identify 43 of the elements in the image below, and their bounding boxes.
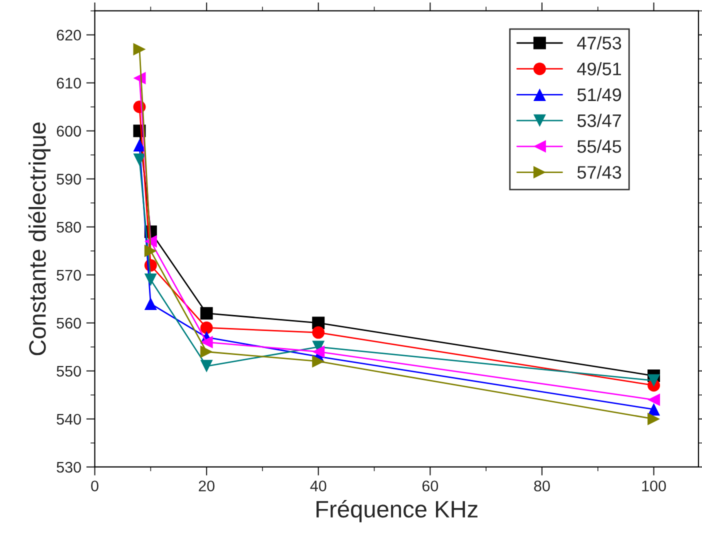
point bbox=[312, 326, 325, 339]
x-tick-label: 80 bbox=[534, 480, 550, 492]
y-tick-label: 580 bbox=[56, 222, 81, 233]
point bbox=[200, 307, 213, 320]
legend-label: 51/49 bbox=[577, 88, 622, 102]
y-tick-label: 600 bbox=[56, 126, 81, 137]
point bbox=[133, 43, 146, 56]
point bbox=[133, 153, 146, 166]
point bbox=[648, 403, 660, 416]
point bbox=[200, 321, 213, 334]
legend-label: 49/51 bbox=[577, 62, 621, 76]
legend-label: 47/53 bbox=[577, 36, 622, 50]
x-tick-label: 40 bbox=[310, 480, 326, 492]
point bbox=[312, 346, 325, 358]
y-tick-label: 590 bbox=[56, 174, 81, 185]
y-tick-label: 610 bbox=[56, 78, 81, 89]
legend-label: 57/43 bbox=[577, 166, 622, 179]
point bbox=[200, 346, 213, 358]
x-tick-label: 60 bbox=[422, 480, 438, 492]
y-tick-label: 540 bbox=[56, 414, 81, 425]
point bbox=[200, 360, 213, 372]
x-axis-title: Fréquence KHz bbox=[316, 500, 478, 522]
point bbox=[133, 139, 146, 152]
point bbox=[200, 336, 213, 348]
x-tick-label: 100 bbox=[642, 480, 666, 492]
y-tick-label: 560 bbox=[56, 318, 81, 329]
x-tick-label: 0 bbox=[91, 480, 98, 492]
point bbox=[648, 374, 660, 387]
legend-label: 53/47 bbox=[577, 114, 621, 128]
point bbox=[144, 297, 157, 310]
y-tick-label: 620 bbox=[56, 30, 81, 41]
point bbox=[144, 244, 157, 258]
y-tick-label: 550 bbox=[56, 366, 81, 377]
point bbox=[312, 355, 325, 368]
legend-label: 55/45 bbox=[577, 140, 622, 153]
x-tick-label: 20 bbox=[198, 480, 214, 492]
point bbox=[144, 273, 157, 286]
y-tick-label: 570 bbox=[56, 270, 81, 281]
y-tick-label: 530 bbox=[56, 462, 81, 473]
point bbox=[648, 412, 660, 426]
y-axis-title: Constante diélectrique bbox=[28, 122, 51, 356]
point bbox=[144, 235, 157, 248]
point bbox=[648, 394, 660, 406]
